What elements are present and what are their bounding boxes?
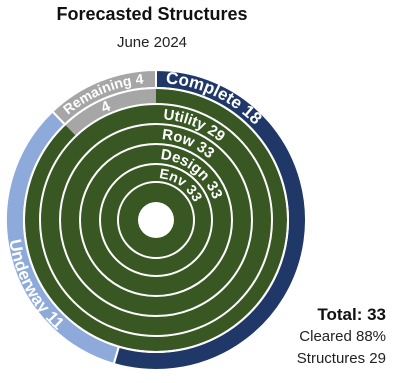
inner-ring-remaining [64, 88, 156, 137]
ring-separator-design [79, 143, 233, 297]
ring-separator-core [117, 181, 195, 259]
inner-ring-env [100, 164, 212, 276]
chart-subtitle: June 2024 [116, 34, 188, 51]
ring-separator-remaining [23, 87, 289, 353]
summary-structures: Structures 29 [296, 350, 386, 367]
center-hole [138, 202, 174, 238]
ring-separator-env [99, 163, 213, 277]
chart-title: Forecasted Structures [56, 4, 248, 24]
summary-total: Total: 33 [317, 305, 386, 324]
ring-separator-utility [39, 103, 273, 337]
summary-panel: Total: 33 Cleared 88% Structures 29 [297, 304, 386, 370]
summary-cleared: Cleared 88% [299, 328, 386, 345]
ring-separator-row [59, 123, 253, 317]
